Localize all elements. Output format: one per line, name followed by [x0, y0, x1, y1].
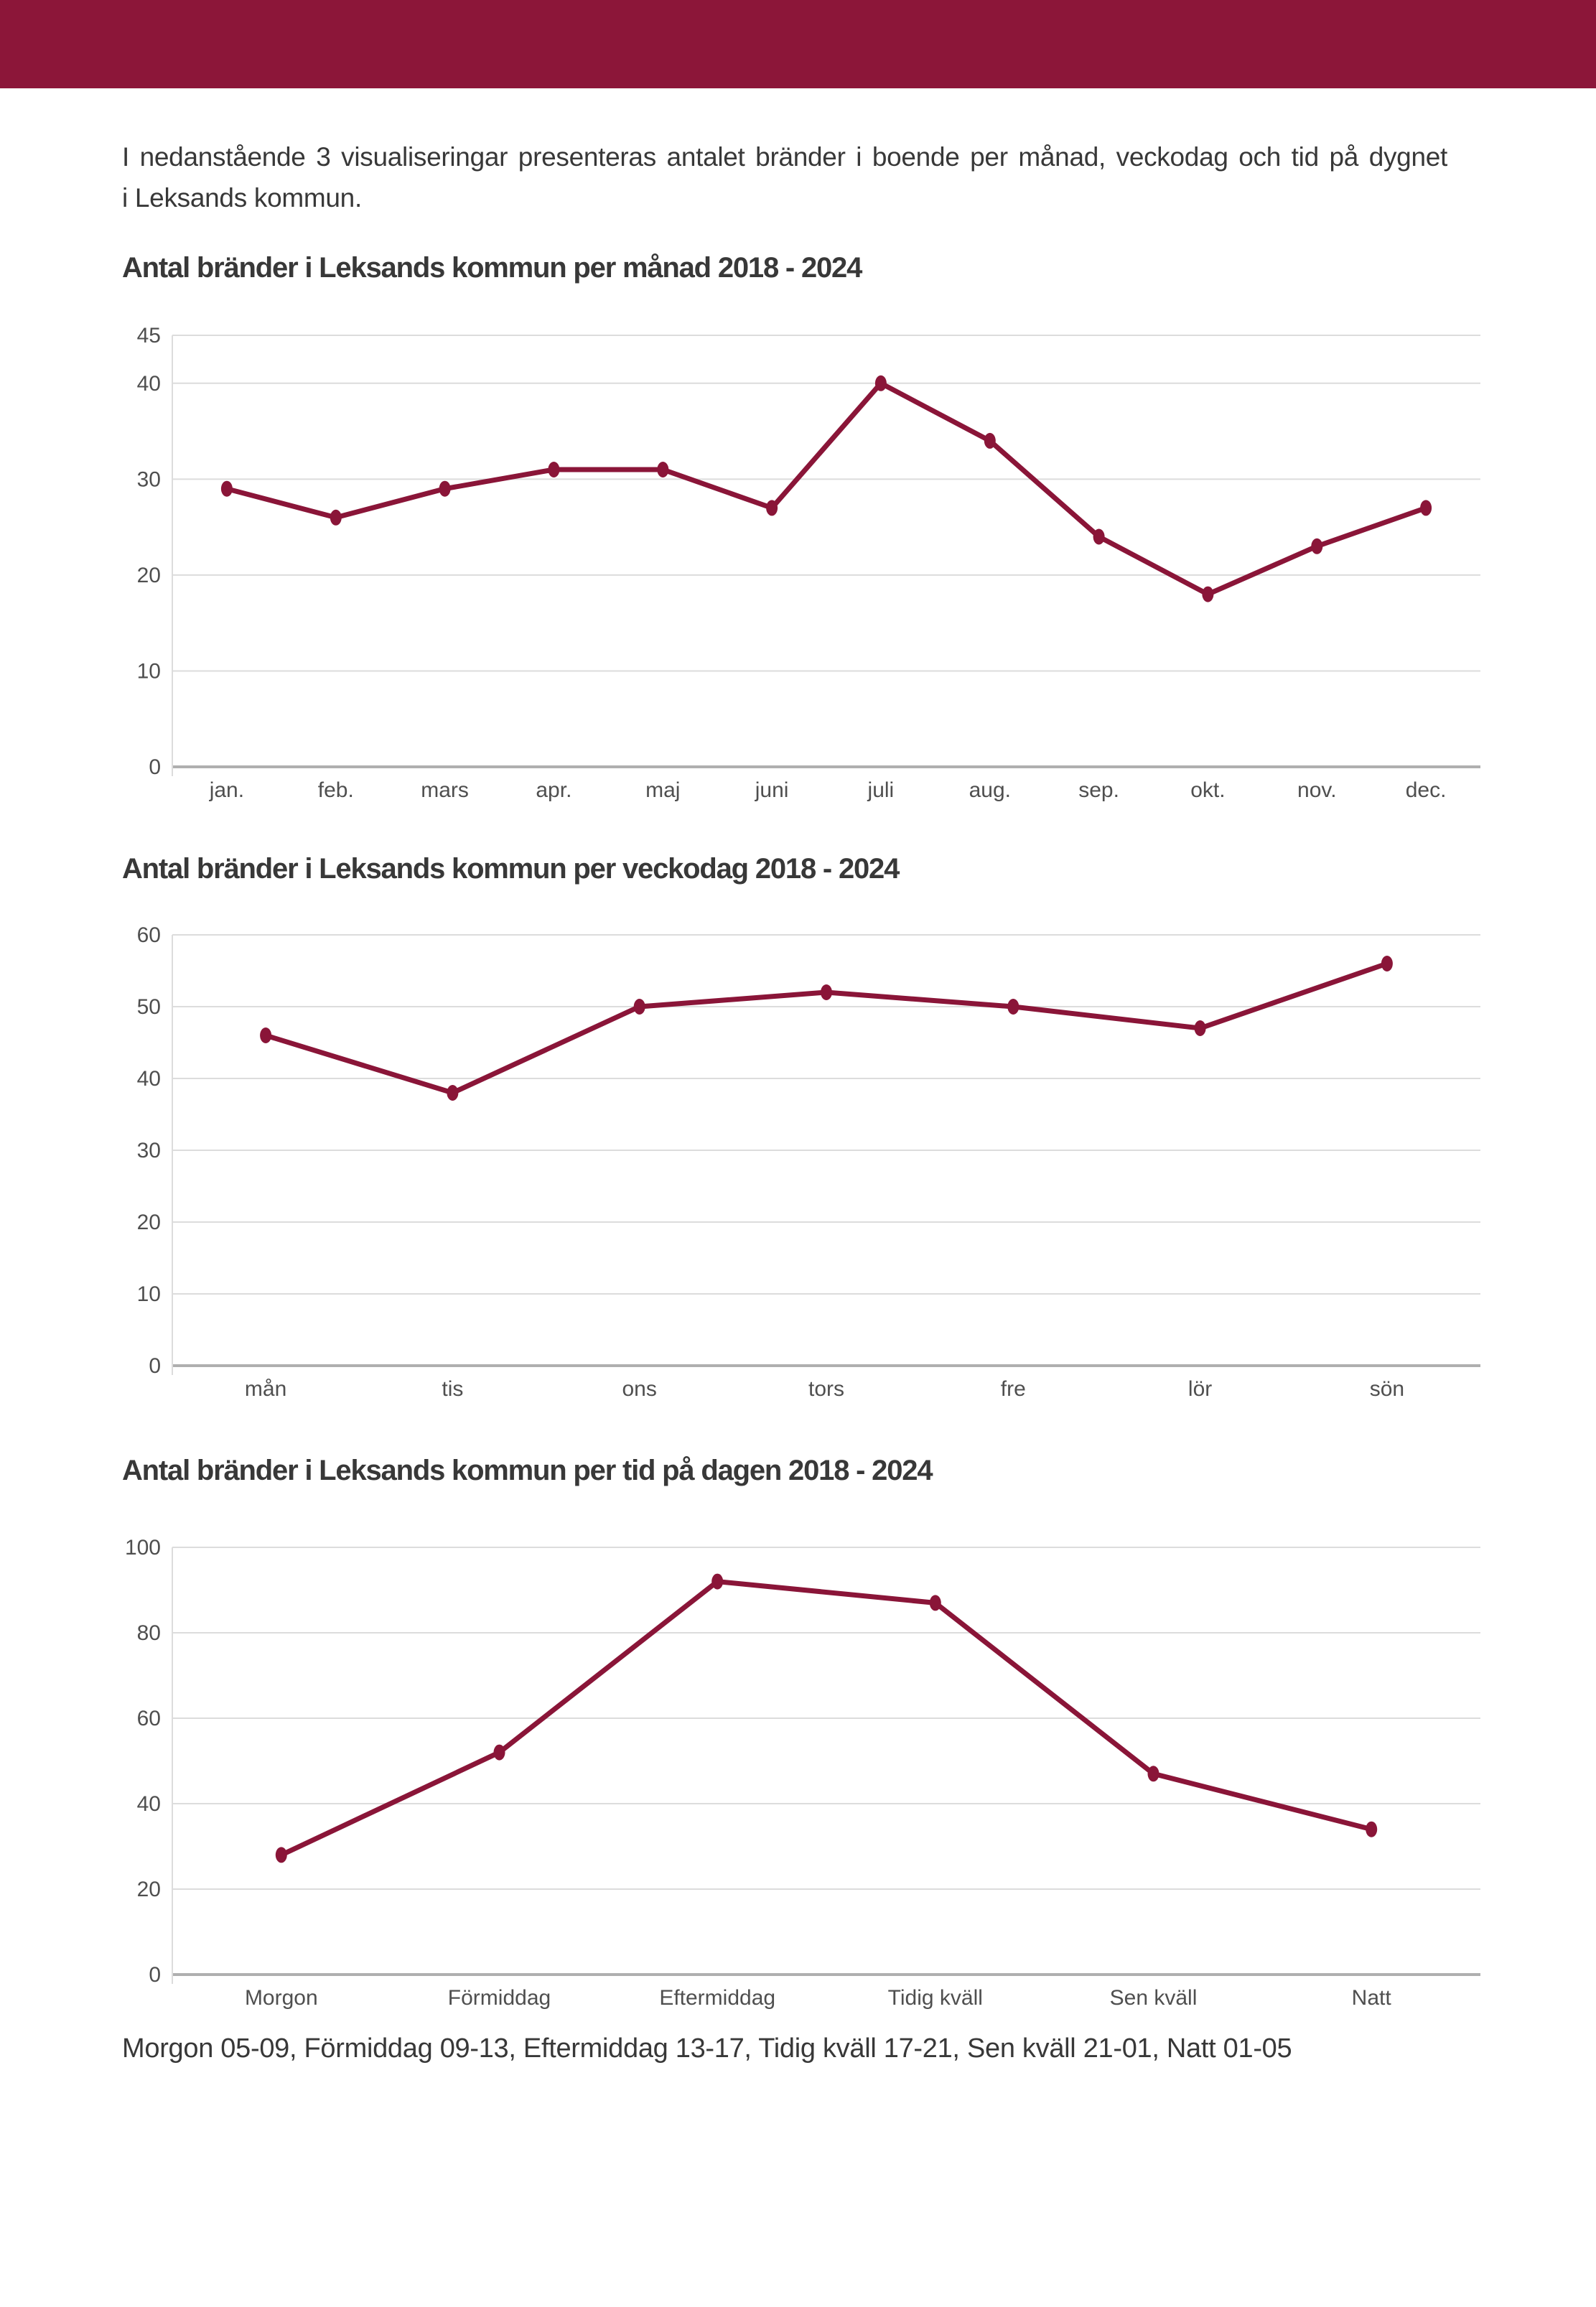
series-line	[226, 380, 1427, 597]
data-point-marker	[1093, 528, 1105, 545]
data-point-marker	[711, 1573, 724, 1590]
series-line	[280, 1578, 1373, 1858]
data-point-marker	[1381, 956, 1393, 971]
data-point-marker	[447, 1085, 459, 1101]
x-category-label: Morgon	[245, 1986, 318, 2010]
data-point-marker	[260, 1027, 272, 1043]
time-interval-legend: Morgon 05-09, Förmiddag 09-13, Eftermidd…	[122, 2033, 1292, 2064]
chart-title-time-of-day: Antal bränder i Leksands kommun per tid …	[122, 1455, 933, 1486]
data-point-marker	[1147, 1766, 1159, 1782]
data-point-marker	[929, 1595, 941, 1611]
x-category-label: nov.	[1297, 778, 1336, 802]
data-point-marker	[1202, 586, 1214, 602]
y-tick-label: 20	[137, 1211, 161, 1234]
data-point-marker	[821, 984, 832, 1000]
x-category-label: fre	[1001, 1377, 1026, 1401]
data-point-marker	[1366, 1821, 1378, 1837]
data-point-marker	[548, 462, 560, 477]
data-point-marker	[275, 1847, 287, 1863]
data-point-marker	[1420, 500, 1432, 516]
x-category-label: feb.	[318, 778, 354, 802]
x-category-label: Eftermiddag	[659, 1986, 775, 2010]
x-category-label: maj	[645, 778, 680, 802]
x-category-label: Tidig kväll	[888, 1986, 983, 2010]
y-tick-label: 40	[137, 1792, 161, 1816]
x-category-label: tors	[808, 1377, 844, 1401]
y-tick-label: 30	[137, 1139, 161, 1162]
y-tick-label: 0	[149, 1354, 161, 1378]
x-category-label: dec.	[1406, 778, 1447, 802]
data-point-marker	[1194, 1020, 1206, 1036]
data-point-marker	[220, 480, 233, 497]
x-category-label: aug.	[969, 778, 1011, 802]
intro-line-1: I nedanstående 3 visualiseringar present…	[122, 142, 1447, 172]
data-point-marker	[633, 999, 645, 1015]
line-chart-monthly: 45 40 30 20 10 0 jan. feb. mars apr. maj juni juli au…	[137, 324, 1480, 802]
y-tick-label: 60	[137, 923, 161, 947]
y-tick-label: 50	[137, 995, 161, 1019]
x-category-label: juni	[755, 778, 789, 802]
data-point-marker	[657, 462, 669, 477]
y-tick-label: 40	[137, 372, 161, 396]
y-tick-label: 10	[137, 660, 161, 684]
y-tick-label: 20	[137, 564, 161, 587]
x-category-label: apr.	[536, 778, 571, 802]
y-tick-label: 30	[137, 468, 161, 492]
x-category-label: jan.	[209, 778, 244, 802]
y-tick-label: 80	[137, 1621, 161, 1645]
series-line	[265, 961, 1389, 1096]
header-bar	[0, 0, 1596, 88]
x-category-label: okt.	[1190, 778, 1225, 802]
x-category-label: ons	[622, 1377, 657, 1401]
y-tick-label: 45	[137, 324, 161, 348]
x-category-label: mars	[421, 778, 469, 802]
x-category-label: juli	[867, 778, 895, 802]
data-point-marker	[766, 500, 778, 516]
y-tick-label: 100	[125, 1536, 161, 1560]
y-tick-label: 60	[137, 1707, 161, 1730]
y-tick-label: 0	[149, 1963, 161, 1987]
data-point-marker	[439, 480, 451, 497]
y-tick-label: 20	[137, 1878, 161, 1901]
data-point-marker	[1007, 999, 1019, 1015]
chart-title-monthly: Antal bränder i Leksands kommun per måna…	[122, 252, 862, 284]
x-category-label: sep.	[1078, 778, 1119, 802]
x-category-label: tis	[442, 1377, 463, 1401]
intro-line-2: i Leksands kommun.	[122, 183, 362, 213]
x-category-label: sön	[1370, 1377, 1404, 1401]
intro-paragraph: I nedanstående 3 visualiseringar present…	[122, 136, 1447, 218]
data-point-marker	[984, 432, 996, 449]
y-tick-label: 40	[137, 1067, 161, 1091]
x-category-label: mån	[245, 1377, 286, 1401]
x-category-label: Natt	[1352, 1986, 1392, 2010]
chart-title-weekday: Antal bränder i Leksands kommun per veck…	[122, 853, 900, 885]
line-chart-weekday: 60 50 40 30 20 10 0 mån tis ons tors fre lör sön	[137, 923, 1480, 1401]
x-category-label: lör	[1188, 1377, 1212, 1401]
x-category-label: Sen kväll	[1110, 1986, 1198, 2010]
data-point-marker	[493, 1744, 505, 1761]
data-point-marker	[330, 509, 342, 526]
line-chart-time-of-day: 100 80 60 40 20 0 Morgon Förmiddag Eftermiddag Ti…	[125, 1536, 1480, 2010]
y-tick-label: 10	[137, 1282, 161, 1306]
x-category-label: Förmiddag	[448, 1986, 551, 2010]
data-point-marker	[1311, 538, 1323, 554]
y-tick-label: 0	[149, 755, 161, 779]
data-point-marker	[874, 375, 887, 391]
